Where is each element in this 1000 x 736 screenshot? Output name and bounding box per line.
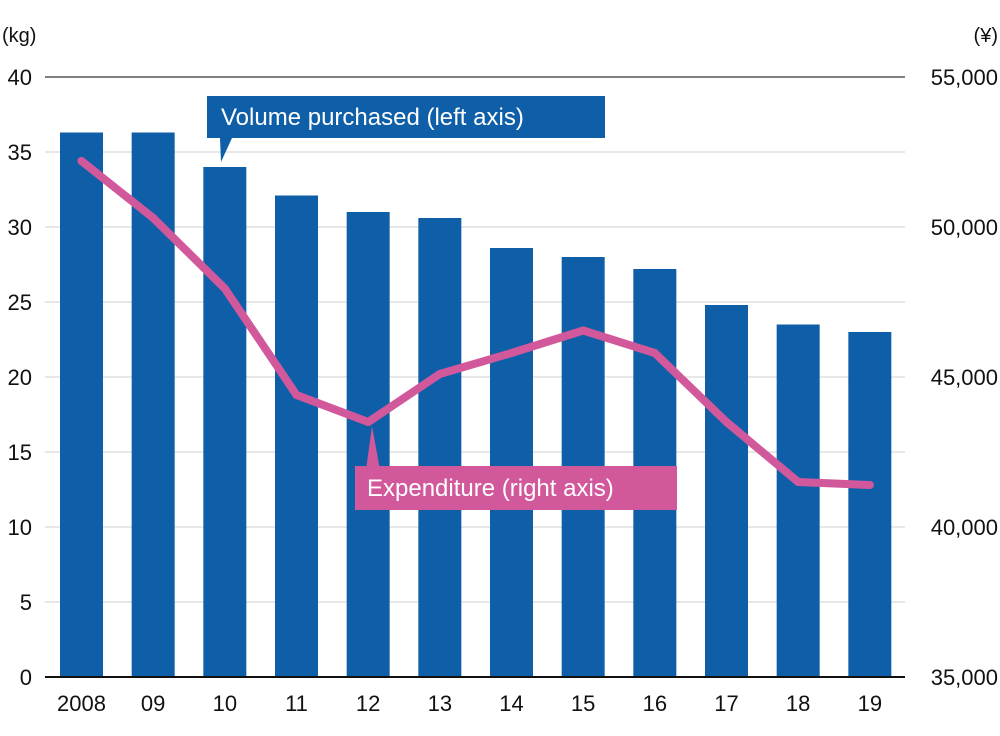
- expenditure-point-2008: [77, 157, 86, 165]
- right-tick-label: 50,000: [931, 215, 998, 240]
- x-tick-label-18: 18: [786, 691, 810, 716]
- expenditure-point-15: [579, 326, 588, 335]
- bar-12: [346, 212, 390, 677]
- volume-callout-box: [207, 96, 605, 138]
- x-tick-label-15: 15: [571, 691, 595, 716]
- expenditure-line: [77, 157, 874, 489]
- tick-labels: 0 5 10 15 20 25 30 35 40 35,000 40,000 45,000 50,000…: [8, 65, 998, 716]
- expenditure-callout-box: [355, 466, 677, 510]
- x-tick-label-2008: 2008: [57, 691, 106, 716]
- x-tick-label-19: 19: [858, 691, 882, 716]
- left-tick-label: 10: [8, 515, 32, 540]
- bar-14: [490, 248, 533, 677]
- volume-callout-pointer: [220, 138, 232, 162]
- expenditure-point-14: [507, 349, 516, 357]
- right-tick-label: 35,000: [931, 665, 998, 690]
- bar-19: [848, 332, 892, 677]
- x-tick-label-12: 12: [356, 691, 380, 716]
- expenditure-point-18: [794, 478, 803, 486]
- left-tick-label: 40: [8, 65, 32, 90]
- expenditure-point-19: [865, 481, 874, 489]
- left-tick-label: 20: [8, 365, 32, 390]
- expenditure-point-16: [650, 349, 659, 357]
- bar-11: [275, 195, 318, 677]
- bar-2008: [60, 132, 103, 677]
- left-tick-label: 35: [8, 140, 32, 165]
- left-tick-label: 5: [20, 590, 32, 615]
- x-tick-label-10: 10: [213, 691, 237, 716]
- gridlines: [45, 76, 905, 603]
- x-tick-label-11: 11: [285, 691, 308, 716]
- expenditure-callout-pointer: [366, 426, 380, 470]
- right-tick-label: 45,000: [931, 365, 998, 390]
- volume-callout-label: Volume purchased (left axis): [221, 104, 524, 131]
- bars: [60, 132, 892, 677]
- expenditure-point-10: [220, 284, 229, 293]
- right-axis-unit: (¥): [974, 25, 998, 47]
- left-tick-label: 0: [20, 665, 32, 690]
- x-tick-label-17: 17: [714, 691, 738, 716]
- expenditure-point-09: [149, 214, 158, 222]
- expenditure-point-13: [435, 370, 444, 378]
- x-tick-label-14: 14: [499, 691, 523, 716]
- volume-callout: Volume purchased (left axis): [207, 96, 605, 162]
- bar-10: [203, 167, 247, 677]
- expenditure-point-12: [364, 418, 373, 426]
- bar-18: [776, 324, 820, 677]
- right-tick-label: 55,000: [931, 65, 998, 90]
- x-tick-label-09: 09: [141, 691, 165, 716]
- left-axis-unit: (kg): [2, 25, 36, 47]
- left-tick-label: 30: [8, 215, 32, 240]
- left-tick-label: 25: [8, 290, 32, 315]
- expenditure-point-17: [722, 418, 731, 426]
- expenditure-callout: Expenditure (right axis): [355, 426, 677, 510]
- expenditure-point-11: [292, 391, 301, 399]
- bar-17: [705, 305, 748, 677]
- bar-13: [418, 218, 462, 677]
- expenditure-line-group: [77, 157, 874, 489]
- x-tick-label-16: 16: [643, 691, 667, 716]
- expenditure-callout-label: Expenditure (right axis): [367, 475, 614, 502]
- right-tick-label: 40,000: [931, 515, 998, 540]
- x-tick-label-13: 13: [428, 691, 452, 716]
- left-tick-label: 15: [8, 440, 32, 465]
